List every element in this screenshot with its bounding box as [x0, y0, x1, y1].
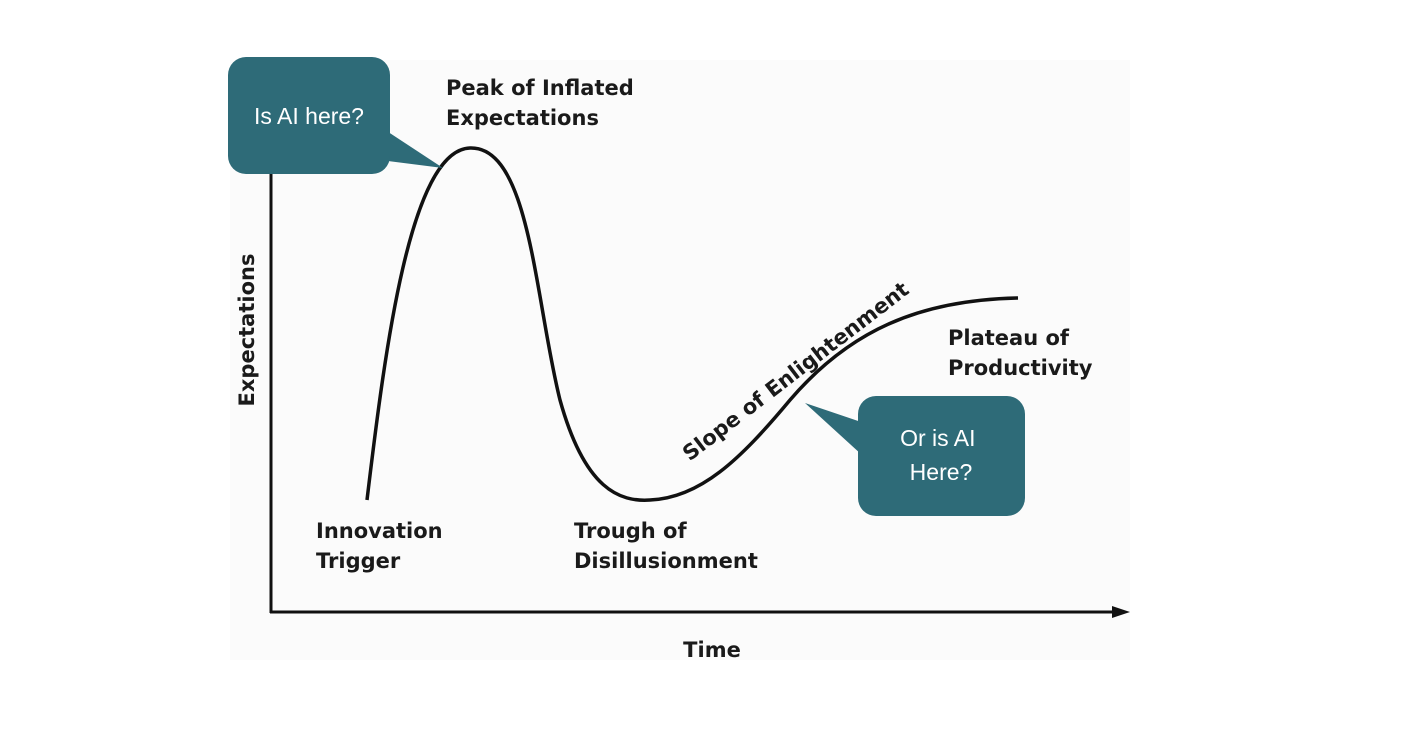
- label-line: Disillusionment: [574, 549, 758, 573]
- callout-box: [858, 396, 1025, 516]
- y-axis-label: Expectations: [235, 254, 259, 407]
- label-line: Trough of: [574, 519, 687, 543]
- callout-text: Or is AI Here?: [900, 425, 982, 485]
- callout: Is AI here?: [228, 57, 443, 174]
- label-line: Trigger: [316, 549, 401, 573]
- label-line: Innovation: [316, 519, 443, 543]
- label-line: Productivity: [948, 356, 1093, 380]
- phase-label: Plateau of Productivity: [948, 326, 1093, 380]
- callout-line: Or is AI: [900, 425, 975, 451]
- callout-text: Is AI here?: [254, 103, 364, 129]
- label-line: Peak of Inflated: [446, 76, 634, 100]
- callout: Or is AI Here?: [805, 396, 1025, 516]
- callout-line: Here?: [910, 459, 973, 485]
- x-axis-arrow: [1112, 606, 1130, 618]
- hype-curve: [365, 146, 1019, 502]
- label-line: Expectations: [446, 106, 599, 130]
- phase-label: Peak of Inflated Expectations: [446, 76, 641, 130]
- label-line: Plateau of: [948, 326, 1070, 350]
- phase-label: Innovation Trigger: [316, 519, 450, 573]
- callout-box: [228, 57, 390, 174]
- phase-label: Trough of Disillusionment: [574, 519, 758, 573]
- callout-tail: [805, 403, 870, 455]
- x-axis-label: Time: [683, 638, 741, 662]
